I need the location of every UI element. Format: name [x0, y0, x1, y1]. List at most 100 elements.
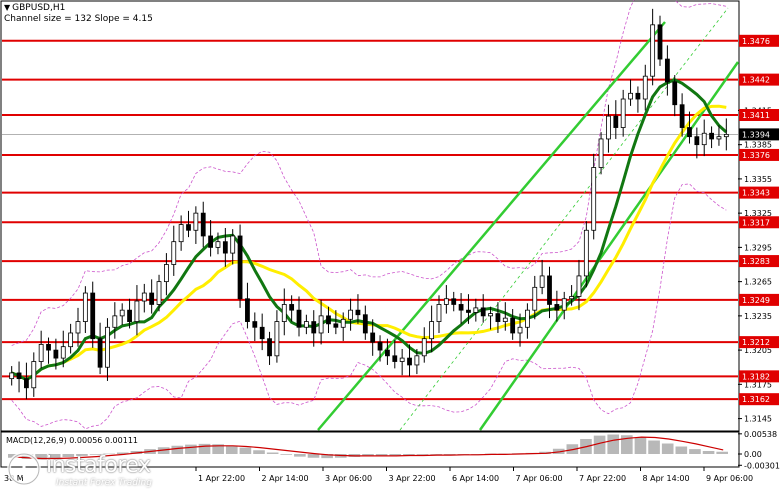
candle-body	[186, 224, 191, 231]
macd-histogram-bar	[76, 454, 88, 456]
macd-histogram-bar	[702, 451, 715, 454]
candle-body	[385, 349, 390, 357]
macd-histogram-bar	[661, 443, 674, 454]
candle-body	[252, 321, 258, 328]
candle-body	[620, 98, 626, 128]
candle-body	[355, 309, 361, 316]
macd-signal-line	[14, 436, 724, 460]
instaforex-logo-icon	[7, 452, 41, 486]
band-upper	[11, 0, 727, 346]
level-label: 1.3249	[742, 296, 770, 305]
candle-body	[237, 235, 243, 300]
candle-body	[466, 309, 471, 313]
candle-body	[82, 292, 88, 322]
level-badge	[739, 393, 779, 406]
level-label: 1.3182	[742, 372, 770, 381]
level-badge	[739, 370, 779, 383]
candle-body	[414, 355, 420, 366]
candle-body	[90, 292, 96, 340]
candle-body	[296, 309, 302, 328]
level-badge	[739, 34, 779, 47]
candle-body	[193, 212, 199, 231]
macd-histogram-bar	[593, 435, 606, 454]
level-badge	[739, 336, 779, 349]
candle-body	[105, 326, 110, 368]
candle-body	[473, 307, 479, 313]
candle-body	[502, 317, 508, 322]
candle-body	[68, 332, 74, 348]
candle-body	[97, 338, 103, 368]
time-tick-label: 9 Apr 06:00	[706, 474, 753, 483]
candle-body	[443, 298, 449, 305]
candle-body	[657, 24, 663, 60]
macd-histogram-bar	[689, 449, 701, 454]
candle-body	[267, 338, 272, 357]
candle-body	[495, 313, 501, 322]
current-price-badge	[739, 128, 779, 141]
macd-histogram-bar	[198, 443, 211, 454]
triangle-down-icon: ▼	[4, 3, 11, 12]
candle-body	[436, 304, 442, 322]
macd-histogram-bar	[307, 454, 320, 458]
macd-label: MACD(12,26,9) 0.00056 0.00111	[6, 436, 139, 445]
candle-body	[628, 92, 633, 100]
main-plot-frame	[0, 0, 740, 432]
candle-body	[348, 309, 353, 320]
candle-body	[377, 341, 383, 351]
candle-body	[687, 127, 692, 138]
level-label: 1.3442	[742, 76, 770, 85]
candle-body	[517, 326, 523, 334]
macd-histogram-bar	[675, 446, 688, 454]
candle-body	[429, 321, 435, 340]
macd-histogram-bar	[648, 440, 660, 454]
chart-header: ▼ GBPUSD,H1 Channel size = 132 Slope = 4.…	[4, 2, 153, 25]
candle-body	[547, 275, 552, 305]
macd-histogram-bar	[621, 435, 633, 454]
level-badge	[739, 108, 779, 121]
level-label: 1.3212	[742, 338, 770, 347]
macd-histogram-bar	[716, 451, 728, 454]
level-label: 1.3283	[742, 257, 770, 266]
price-tick-label: 1.3325	[744, 209, 772, 218]
macd-histogram-bar	[225, 445, 238, 454]
time-tick-label: 2 Apr 14:00	[262, 474, 309, 483]
candle-body	[326, 315, 331, 325]
price-tick-label: 1.3295	[744, 243, 772, 252]
macd-histogram-bar	[266, 452, 279, 454]
candle-body	[9, 372, 15, 380]
level-label: 1.3162	[742, 395, 770, 404]
price-tick-label: 1.3235	[744, 312, 772, 321]
candle-body	[163, 264, 169, 283]
candle-body	[635, 92, 641, 100]
macd-tick-label: 0.00	[744, 450, 762, 459]
candle-body	[709, 132, 714, 140]
time-tick-label: 7 Apr 06:00	[516, 474, 563, 483]
channel-mid-line	[399, 7, 729, 431]
candle-body	[576, 275, 582, 297]
level-badge	[739, 293, 779, 306]
candle-body	[642, 75, 648, 100]
candle-body	[222, 241, 228, 254]
candle-body	[606, 115, 611, 140]
candle-body	[311, 321, 317, 334]
candle-body	[650, 24, 656, 77]
level-badge	[739, 216, 779, 229]
candle-body	[392, 355, 398, 362]
candle-body	[53, 349, 59, 359]
macd-histogram-bar	[389, 454, 402, 456]
candle-body	[156, 281, 162, 305]
candle-body	[208, 235, 214, 248]
candle-body	[532, 286, 538, 311]
candle-body	[259, 326, 265, 340]
candle-body	[141, 292, 147, 302]
macd-histogram-bar	[607, 434, 620, 454]
ma-slow-line	[11, 104, 727, 382]
logo-brand: instaforex	[46, 453, 151, 478]
candle-body	[458, 304, 464, 311]
channel-lower-line	[478, 61, 740, 431]
candle-body	[701, 132, 707, 146]
candle-body	[370, 332, 376, 343]
candle-body	[274, 321, 280, 357]
level-label: 1.3376	[742, 151, 770, 160]
level-label: 1.3343	[742, 189, 770, 198]
